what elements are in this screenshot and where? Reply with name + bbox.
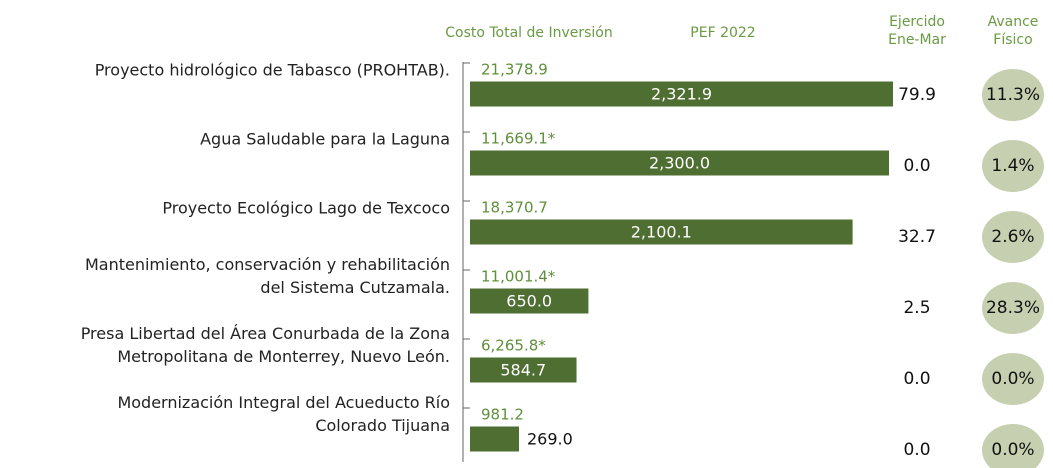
cost-label: 11,669.1*: [481, 130, 556, 148]
category-label: Proyecto Ecológico Lago de Texcoco: [162, 199, 450, 218]
cost-label: 6,265.8*: [481, 337, 546, 355]
ejercido-value: 0.0: [903, 369, 930, 389]
ejercido-value: 2.5: [903, 298, 930, 318]
bar-value-label: 584.7: [500, 361, 546, 380]
category-label: Modernización Integral del Acueducto Río: [117, 393, 450, 412]
category-label: Colorado Tijuana: [315, 416, 450, 435]
header-avance: Físico: [993, 32, 1032, 48]
bar-value-label: 650.0: [506, 292, 552, 311]
bar: [470, 426, 520, 452]
avance-value: 1.4%: [991, 156, 1034, 176]
header-pef: PEF 2022: [690, 25, 755, 41]
ejercido-value: 0.0: [903, 440, 930, 460]
avance-badge: [982, 211, 1044, 263]
avance-value: 0.0%: [991, 440, 1034, 460]
category-label: Metropolitana de Monterrey, Nuevo León.: [117, 347, 450, 366]
header-ejercido: Ene-Mar: [888, 32, 946, 48]
cost-label: 18,370.7: [481, 199, 548, 217]
header-avance: Avance: [988, 14, 1039, 30]
bar: [470, 219, 853, 245]
cost-label: 11,001.4*: [481, 268, 556, 286]
bar-value-label: 2,100.1: [631, 223, 692, 242]
cost-label: 981.2: [481, 406, 524, 424]
avance-badge: [982, 140, 1044, 192]
bar: [470, 357, 577, 383]
bar-value-label: 2,321.9: [651, 85, 712, 104]
category-label: Mantenimiento, conservación y rehabilita…: [85, 255, 450, 274]
bar: [470, 81, 893, 107]
avance-value: 0.0%: [991, 369, 1034, 389]
category-label: del Sistema Cutzamala.: [260, 278, 450, 297]
bar: [470, 288, 589, 314]
avance-value: 11.3%: [986, 85, 1040, 105]
bar-value-label: 269.0: [527, 430, 573, 449]
bar-value-label: 2,300.0: [649, 154, 710, 173]
bar: [470, 150, 890, 176]
category-label: Agua Saludable para la Laguna: [200, 130, 450, 149]
avance-badge: [982, 353, 1044, 405]
ejercido-value: 32.7: [898, 227, 936, 247]
ejercido-value: 0.0: [903, 156, 930, 176]
avance-badge: [982, 69, 1044, 121]
header-ejercido: Ejercido: [889, 14, 945, 30]
avance-badge: [982, 282, 1044, 334]
header-costo: Costo Total de Inversión: [445, 25, 613, 41]
category-label: Presa Libertad del Área Conurbada de la …: [81, 324, 450, 343]
ejercido-value: 79.9: [898, 85, 936, 105]
avance-badge: [982, 424, 1044, 468]
avance-value: 2.6%: [991, 227, 1034, 247]
cost-label: 21,378.9: [481, 61, 548, 79]
avance-value: 28.3%: [986, 298, 1040, 318]
category-label: Proyecto hidrológico de Tabasco (PROHTAB…: [95, 61, 450, 80]
